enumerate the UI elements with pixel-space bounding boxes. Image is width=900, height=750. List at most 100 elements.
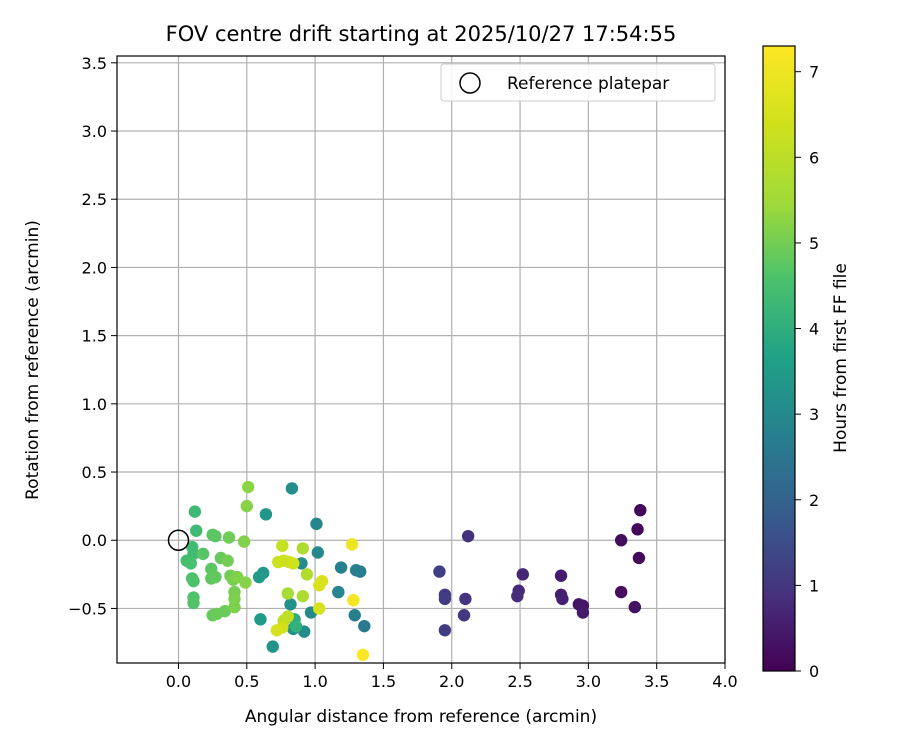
data-point xyxy=(266,640,279,653)
data-point xyxy=(237,535,251,548)
data-point xyxy=(628,600,642,614)
data-point xyxy=(281,610,294,623)
data-point xyxy=(296,589,310,603)
legend-entry: Reference platepar xyxy=(507,74,669,94)
y-tick-label: 0.5 xyxy=(82,463,107,482)
reference-marker xyxy=(167,529,190,551)
x-tick-label: 4.0 xyxy=(712,672,737,691)
x-axis: 0.0 0.5 1.0 1.5 2.0 2.5 3.0 3.5 4.0 xyxy=(166,663,738,691)
data-point xyxy=(554,569,568,582)
data-point xyxy=(334,561,348,574)
data-point xyxy=(259,508,273,521)
data-point xyxy=(313,602,326,615)
colorbar-tick-label: 5 xyxy=(809,234,819,253)
data-point xyxy=(634,504,647,517)
data-point xyxy=(461,529,475,543)
y-axis: −0.5 0.0 0.5 1.0 1.5 2.0 2.5 3.0 3.5 xyxy=(68,54,117,618)
data-point xyxy=(276,539,289,552)
data-point xyxy=(285,482,299,495)
y-axis-label: Rotation from reference (arcmin) xyxy=(23,220,43,500)
colorbar xyxy=(762,45,796,672)
data-point xyxy=(196,547,210,561)
data-point xyxy=(511,589,524,603)
data-point xyxy=(184,557,197,570)
colorbar-tick-label: 0 xyxy=(809,662,819,681)
legend: Reference platepar xyxy=(440,63,716,102)
data-point xyxy=(254,613,267,626)
y-tick-label: 2.5 xyxy=(82,190,107,209)
legend-box xyxy=(440,63,716,102)
data-point xyxy=(556,592,569,606)
data-point xyxy=(222,531,236,544)
x-tick-label: 0.0 xyxy=(166,672,191,691)
x-tick-label: 3.5 xyxy=(644,672,669,691)
data-point xyxy=(187,574,200,588)
data-point xyxy=(221,554,234,567)
data-points xyxy=(180,480,647,662)
data-point xyxy=(240,499,253,513)
data-point xyxy=(289,619,303,633)
data-point xyxy=(209,570,222,584)
data-point xyxy=(632,551,646,565)
data-point xyxy=(358,619,371,633)
colorbar-tick-label: 7 xyxy=(809,63,819,82)
data-point xyxy=(310,517,323,531)
data-point xyxy=(187,596,200,610)
data-point xyxy=(457,609,471,622)
data-point xyxy=(241,480,255,494)
data-point xyxy=(332,585,345,599)
data-point xyxy=(345,538,359,551)
y-tick-label: 0.0 xyxy=(82,531,107,550)
chart-title: FOV centre drift starting at 2025/10/27 … xyxy=(166,22,677,46)
y-tick-label: 1.5 xyxy=(82,327,107,346)
colorbar-tick-label: 1 xyxy=(809,576,819,595)
y-tick-label: 3.0 xyxy=(82,122,107,141)
data-point xyxy=(614,585,628,599)
data-point xyxy=(433,565,446,578)
data-point xyxy=(188,505,202,518)
colorbar-tick-label: 3 xyxy=(809,405,819,424)
data-point xyxy=(516,568,529,581)
data-point xyxy=(315,574,329,588)
data-point xyxy=(239,576,252,589)
data-point xyxy=(348,609,361,622)
y-tick-label: −0.5 xyxy=(68,599,107,618)
data-point xyxy=(614,534,628,547)
data-point xyxy=(311,546,325,559)
data-point xyxy=(356,648,370,662)
colorbar-axis: 0 1 2 3 4 5 6 7 xyxy=(795,63,819,681)
colorbar-tick-label: 2 xyxy=(809,491,819,510)
data-point xyxy=(438,592,452,606)
data-point xyxy=(190,524,203,537)
data-point xyxy=(287,557,300,570)
data-point xyxy=(252,570,266,584)
data-point xyxy=(631,523,644,536)
data-point xyxy=(228,600,241,614)
data-point xyxy=(281,587,294,600)
colorbar-label: Hours from first FF file xyxy=(831,263,851,453)
data-point xyxy=(354,565,367,578)
data-point xyxy=(576,606,590,619)
data-point xyxy=(438,624,452,637)
x-tick-label: 2.5 xyxy=(507,672,532,691)
colorbar-tick-label: 4 xyxy=(809,320,819,339)
x-tick-label: 3.0 xyxy=(576,672,601,691)
data-point xyxy=(347,594,360,607)
plot-frame xyxy=(116,55,726,664)
x-tick-label: 2.0 xyxy=(439,672,464,691)
y-tick-label: 2.0 xyxy=(82,258,107,277)
data-point xyxy=(296,542,310,555)
colorbar-tick-label: 6 xyxy=(809,148,819,167)
x-tick-label: 1.5 xyxy=(371,672,396,691)
x-tick-label: 1.0 xyxy=(302,672,327,691)
x-axis-label: Angular distance from reference (arcmin) xyxy=(245,707,597,727)
x-tick-label: 0.5 xyxy=(234,672,259,691)
y-tick-label: 3.5 xyxy=(82,54,107,73)
legend-marker xyxy=(459,72,481,94)
data-point xyxy=(300,568,314,581)
data-point xyxy=(459,592,472,606)
y-tick-label: 1.0 xyxy=(82,395,107,414)
data-point xyxy=(270,624,284,637)
data-point xyxy=(209,529,222,543)
